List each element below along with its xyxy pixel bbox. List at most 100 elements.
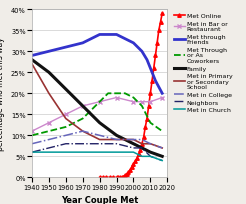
Met Online bbox=[161, 13, 164, 16]
Met Online bbox=[127, 171, 130, 174]
Met in Church bbox=[47, 151, 50, 154]
Met Online bbox=[117, 176, 120, 179]
Met in Church bbox=[98, 151, 101, 154]
Family bbox=[161, 155, 164, 158]
Met through
Friends bbox=[90, 38, 93, 41]
Neighbors bbox=[98, 143, 101, 145]
Line: Family: Family bbox=[32, 60, 162, 157]
Neighbors bbox=[47, 147, 50, 149]
Met through
Friends bbox=[98, 34, 101, 37]
Met Online bbox=[123, 174, 126, 177]
Met Online bbox=[154, 55, 157, 58]
Met Online bbox=[134, 160, 137, 163]
Met in College bbox=[115, 139, 118, 141]
Neighbors bbox=[31, 151, 33, 154]
Met in Bar or
Restaurant bbox=[115, 97, 118, 99]
Met in Primary
or Secondary
School bbox=[81, 130, 84, 133]
Met through
Friends bbox=[146, 59, 149, 62]
Met through
Friends bbox=[107, 34, 109, 37]
Met in Church bbox=[31, 151, 33, 154]
Met Online bbox=[159, 21, 162, 24]
Met Through
or As
Coworkers bbox=[90, 109, 93, 112]
Met Online bbox=[132, 163, 135, 165]
Met through
Friends bbox=[132, 42, 135, 45]
Neighbors bbox=[132, 147, 135, 149]
Family bbox=[81, 105, 84, 108]
Family bbox=[64, 88, 67, 91]
Met in College bbox=[98, 134, 101, 137]
Neighbors bbox=[81, 143, 84, 145]
Met Through
or As
Coworkers bbox=[98, 101, 101, 103]
Met in Church bbox=[140, 155, 143, 158]
Met Online bbox=[102, 176, 105, 179]
Met in Bar or
Restaurant bbox=[161, 97, 164, 99]
Met in College bbox=[47, 139, 50, 141]
Met Online bbox=[156, 42, 159, 45]
Family bbox=[31, 59, 33, 62]
Met through
Friends bbox=[47, 51, 50, 53]
Met in Bar or
Restaurant bbox=[47, 122, 50, 124]
Met Online bbox=[146, 118, 149, 120]
Met in Primary
or Secondary
School bbox=[64, 118, 67, 120]
Family bbox=[140, 147, 143, 149]
Legend: Met Online, Met in Bar or
Restaurant, Met through
Friends, Met Through
or As
Cow: Met Online, Met in Bar or Restaurant, Me… bbox=[173, 13, 233, 113]
Line: Met in Bar or
Restaurant: Met in Bar or Restaurant bbox=[30, 96, 164, 133]
Met Online bbox=[139, 149, 142, 152]
Met Online bbox=[105, 176, 108, 179]
Met Online bbox=[137, 153, 140, 156]
Met Online bbox=[147, 105, 150, 108]
Met in Primary
or Secondary
School bbox=[140, 143, 143, 145]
Met Online bbox=[112, 176, 115, 179]
Met Online bbox=[144, 126, 147, 129]
Met in Church bbox=[64, 151, 67, 154]
Met Through
or As
Coworkers bbox=[64, 126, 67, 129]
Family bbox=[47, 72, 50, 74]
Met in Church bbox=[115, 151, 118, 154]
Line: Met Through
or As
Coworkers: Met Through or As Coworkers bbox=[32, 94, 162, 136]
Met in Church bbox=[149, 155, 152, 158]
Met Through
or As
Coworkers bbox=[149, 122, 152, 124]
Met in Primary
or Secondary
School bbox=[149, 143, 152, 145]
Neighbors bbox=[140, 147, 143, 149]
Line: Met in Primary
or Secondary
School: Met in Primary or Secondary School bbox=[32, 64, 162, 148]
Met Online bbox=[135, 157, 138, 160]
Neighbors bbox=[115, 143, 118, 145]
X-axis label: Year Couple Met: Year Couple Met bbox=[61, 195, 138, 204]
Met Through
or As
Coworkers bbox=[107, 93, 109, 95]
Family bbox=[115, 134, 118, 137]
Neighbors bbox=[64, 143, 67, 145]
Met in Primary
or Secondary
School bbox=[47, 93, 50, 95]
Met Online bbox=[119, 176, 122, 179]
Line: Met in Church: Met in Church bbox=[32, 152, 162, 161]
Met in College bbox=[140, 139, 143, 141]
Met in Bar or
Restaurant bbox=[149, 101, 152, 103]
Met Through
or As
Coworkers bbox=[31, 134, 33, 137]
Met in Church bbox=[161, 160, 164, 162]
Met Online bbox=[129, 169, 132, 171]
Family bbox=[98, 122, 101, 124]
Met in Bar or
Restaurant bbox=[64, 113, 67, 116]
Met in Primary
or Secondary
School bbox=[161, 147, 164, 149]
Line: Met Online: Met Online bbox=[98, 13, 164, 179]
Met in College bbox=[161, 147, 164, 149]
Met in Primary
or Secondary
School bbox=[98, 139, 101, 141]
Met Through
or As
Coworkers bbox=[132, 97, 135, 99]
Neighbors bbox=[149, 155, 152, 158]
Met in College bbox=[132, 139, 135, 141]
Met through
Friends bbox=[31, 55, 33, 58]
Family bbox=[149, 151, 152, 154]
Met Online bbox=[149, 93, 152, 95]
Met in Primary
or Secondary
School bbox=[115, 139, 118, 141]
Met Online bbox=[125, 173, 128, 175]
Met Online bbox=[108, 176, 111, 179]
Met Online bbox=[142, 136, 145, 139]
Met in College bbox=[31, 143, 33, 145]
Met Online bbox=[151, 80, 154, 82]
Met in Bar or
Restaurant bbox=[140, 101, 143, 103]
Met Online bbox=[120, 176, 123, 179]
Line: Neighbors: Neighbors bbox=[32, 144, 162, 161]
Met in College bbox=[64, 134, 67, 137]
Met Online bbox=[98, 176, 101, 179]
Met Through
or As
Coworkers bbox=[161, 130, 164, 133]
Met in Bar or
Restaurant bbox=[31, 130, 33, 133]
